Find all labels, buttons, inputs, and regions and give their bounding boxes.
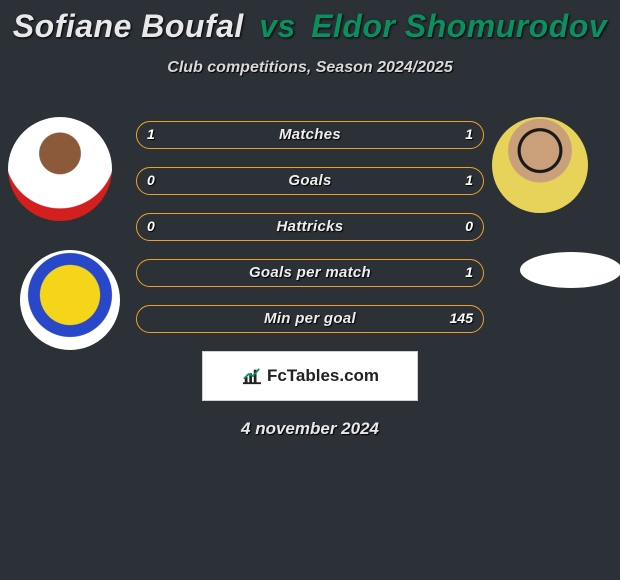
date-text: 4 november 2024 (0, 419, 620, 439)
stat-right-value: 1 (465, 260, 473, 286)
stat-bar: 0Goals1 (136, 167, 484, 195)
player1-name: Sofiane Boufal (13, 8, 244, 44)
chart-icon (241, 367, 263, 385)
player2-club-crest (520, 252, 620, 288)
player1-club-crest (20, 250, 120, 350)
content-area: 1Matches10Goals10Hattricks0Goals per mat… (0, 117, 620, 439)
stat-label: Min per goal (137, 306, 483, 332)
vs-label: vs (259, 8, 296, 44)
brand-box: FcTables.com (202, 351, 418, 401)
player1-avatar (8, 117, 112, 221)
stat-bar: 1Matches1 (136, 121, 484, 149)
stat-label: Goals per match (137, 260, 483, 286)
player2-name: Eldor Shomurodov (311, 8, 607, 44)
stat-right-value: 1 (465, 122, 473, 148)
player2-avatar (492, 117, 588, 213)
stat-label: Hattricks (137, 214, 483, 240)
brand-text: FcTables.com (267, 366, 379, 386)
fctables-logo: FcTables.com (241, 366, 379, 386)
subtitle: Club competitions, Season 2024/2025 (0, 59, 620, 77)
stat-label: Goals (137, 168, 483, 194)
stat-bars: 1Matches10Goals10Hattricks0Goals per mat… (136, 117, 484, 333)
stat-label: Matches (137, 122, 483, 148)
stat-right-value: 1 (465, 168, 473, 194)
comparison-title: Sofiane Boufal vs Eldor Shomurodov (0, 0, 620, 45)
stat-right-value: 145 (450, 306, 473, 332)
stat-right-value: 0 (465, 214, 473, 240)
stat-bar: 0Hattricks0 (136, 213, 484, 241)
stat-bar: Goals per match1 (136, 259, 484, 287)
stat-bar: Min per goal145 (136, 305, 484, 333)
